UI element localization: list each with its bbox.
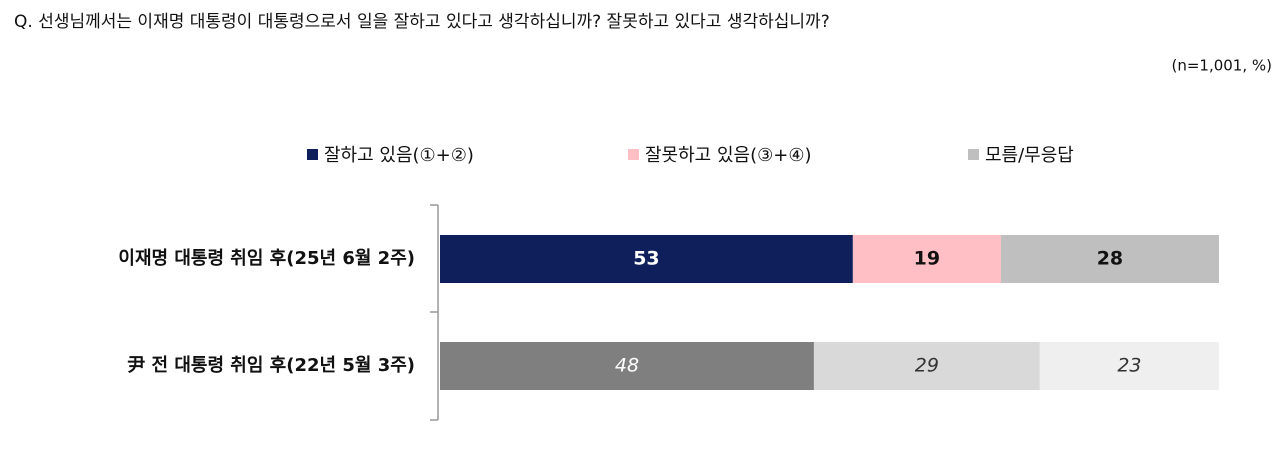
value-label: 23 [1117, 355, 1141, 377]
value-label: 29 [915, 355, 939, 377]
legend-swatch [968, 149, 979, 160]
chart-title: Q. 선생님께서는 이재명 대통령이 대통령으로서 일을 잘하고 있다고 생각하… [14, 12, 830, 32]
value-label: 53 [633, 248, 659, 270]
bar-segment [440, 235, 853, 283]
bar-segment [1039, 342, 1219, 390]
category-label: 尹 전 대통령 취임 후(22년 5월 3주) [127, 355, 415, 376]
bar-segment [813, 342, 1040, 390]
legend-label: 모름/무응답 [985, 145, 1074, 166]
legend-label: 잘하고 있음(①+②) [324, 145, 474, 166]
legend-label: 잘못하고 있음(③+④) [645, 145, 811, 166]
legend-swatch [307, 149, 318, 160]
legend-swatch [628, 149, 639, 160]
category-label: 이재명 대통령 취임 후(25년 6월 2주) [118, 248, 415, 269]
value-label: 28 [1097, 248, 1123, 270]
value-label: 19 [914, 248, 940, 270]
bar-segment [440, 342, 814, 390]
value-label: 48 [615, 355, 639, 377]
bar-segment [1000, 235, 1219, 283]
bar-segment [852, 235, 1001, 283]
note: (n=1,001, %) [1171, 57, 1272, 75]
axis [430, 204, 439, 421]
